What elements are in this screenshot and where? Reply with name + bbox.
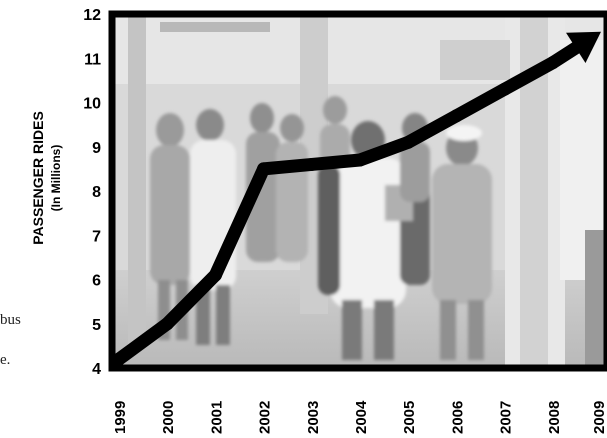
data-point <box>401 135 415 149</box>
x-tick-label: 2009 <box>591 401 607 434</box>
x-tick-label: 2002 <box>257 401 274 434</box>
y-tick-label: 10 <box>83 96 101 113</box>
data-point <box>353 153 367 167</box>
x-tick-label: 2000 <box>160 401 177 434</box>
plot-frame <box>108 10 607 372</box>
side-text-line-1: bus <box>0 312 21 328</box>
x-tick-label: 2007 <box>498 401 515 434</box>
y-tick-label: 8 <box>92 184 101 201</box>
x-tick-label: 2001 <box>208 401 225 434</box>
data-point <box>546 56 560 70</box>
data-point <box>257 162 271 176</box>
data-point <box>498 82 512 96</box>
x-tick-label: 2008 <box>546 401 563 434</box>
background-photo <box>112 14 607 368</box>
y-tick-label: 11 <box>84 51 101 68</box>
data-point <box>112 352 126 366</box>
trend-arrowhead <box>566 31 601 64</box>
y-tick-label: 5 <box>92 317 101 334</box>
side-text-line-2: e. <box>0 352 11 368</box>
y-tick-label: 6 <box>92 273 101 290</box>
x-tick-label: 2005 <box>401 401 418 434</box>
x-tick-label: 1999 <box>112 401 129 434</box>
data-point <box>208 268 222 282</box>
y-axis-label: PASSENGER RIDES <box>30 111 46 245</box>
y-tick-label: 7 <box>92 228 101 245</box>
y-tick-label: 12 <box>83 7 101 24</box>
data-point <box>305 157 319 171</box>
data-point <box>160 317 174 331</box>
x-tick-label: 2003 <box>305 401 322 434</box>
y-tick-label: 9 <box>92 140 101 157</box>
data-point <box>449 109 463 123</box>
y-axis-sublabel: (In Millions) <box>49 145 63 212</box>
x-tick-label: 2006 <box>449 401 466 434</box>
y-tick-label: 4 <box>92 361 101 378</box>
x-tick-label: 2004 <box>353 400 370 434</box>
